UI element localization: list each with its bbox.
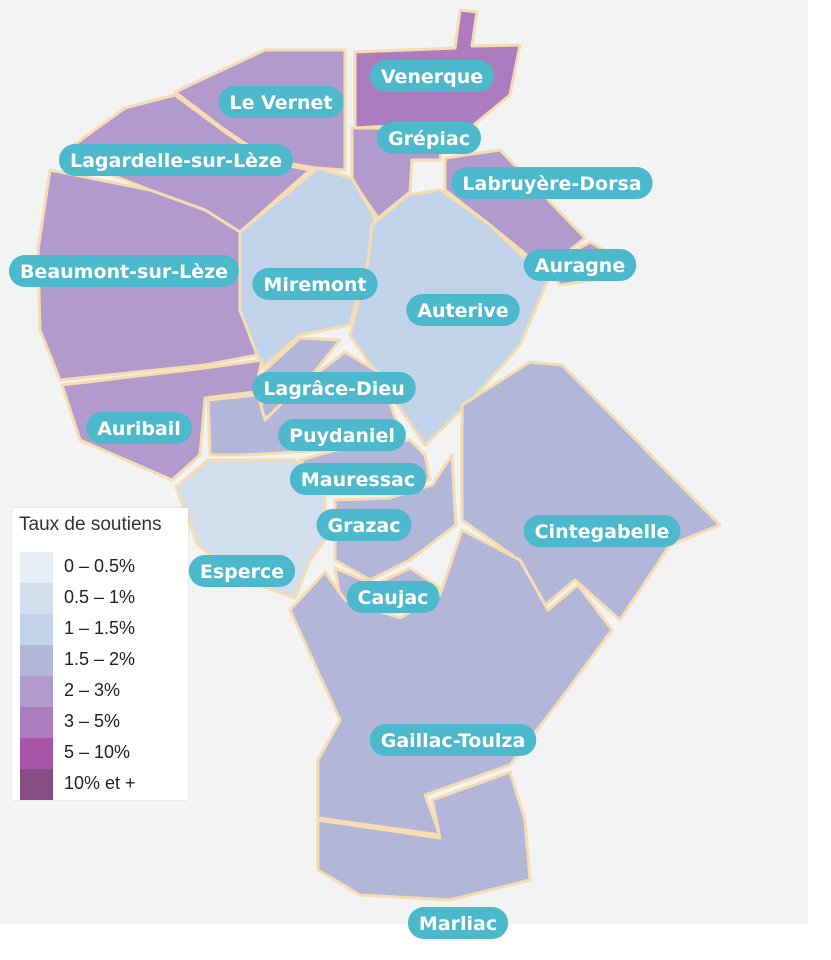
legend-title: Taux de soutiens <box>19 514 162 535</box>
commune-name: Beaumont-sur-Lèze <box>20 261 228 283</box>
commune-name: Miremont <box>263 274 366 296</box>
legend-swatch <box>20 614 53 645</box>
commune-label-venerque: Venerque <box>369 60 495 92</box>
commune-label-esperce: Esperce <box>188 555 296 587</box>
commune-name: Puydaniel <box>289 425 395 447</box>
legend-swatch <box>20 676 53 707</box>
commune-name: Cintegabelle <box>535 521 670 543</box>
commune-label-grepiac: Grépiac <box>376 122 482 154</box>
label-pill <box>8 255 240 287</box>
label-pill <box>369 60 495 92</box>
commune-label-auragne: Auragne <box>523 249 637 281</box>
legend-swatch <box>20 738 53 769</box>
legend-swatch <box>20 645 53 676</box>
legend-item: 3 – 5% <box>20 707 190 738</box>
legend-item: 2 – 3% <box>20 676 190 707</box>
label-pill <box>346 581 440 613</box>
legend-label: 3 – 5% <box>64 711 121 731</box>
commune-name: Lagrâce-Dieu <box>263 378 404 400</box>
commune-label-lagrace-dieu: Lagrâce-Dieu <box>252 372 416 404</box>
commune-name: Gaillac-Toulza <box>381 730 526 752</box>
commune-name: Lagardelle-sur-Lèze <box>70 150 282 172</box>
legend-swatch <box>20 583 53 614</box>
commune-label-mauressac: Mauressac <box>289 463 427 495</box>
label-pill <box>523 249 637 281</box>
commune-label-beaumont-sur-leze: Beaumont-sur-Lèze <box>8 255 240 287</box>
commune-name: Grépiac <box>388 128 470 150</box>
commune-label-caujac: Caujac <box>346 581 440 613</box>
legend-item: 0.5 – 1% <box>20 583 190 614</box>
label-pill <box>289 463 427 495</box>
legend-item: 0 – 0.5% <box>20 552 190 583</box>
legend-label: 1 – 1.5% <box>64 618 136 638</box>
commune-name: Labruyère-Dorsa <box>462 173 641 195</box>
commune-marliac[interactable] <box>316 770 532 902</box>
legend-label: 1.5 – 2% <box>64 649 136 669</box>
commune-label-auribail: Auribail <box>86 412 192 444</box>
label-pill <box>58 144 294 176</box>
legend-label: 5 – 10% <box>64 742 131 762</box>
label-pill <box>451 167 653 199</box>
commune-name: Mauressac <box>301 469 415 491</box>
commune-label-miremont: Miremont <box>252 268 378 300</box>
commune-label-puydaniel: Puydaniel <box>278 419 406 451</box>
commune-name: Auribail <box>97 418 181 440</box>
legend-item: 10% et + <box>20 769 190 800</box>
commune-name: Venerque <box>381 66 483 88</box>
commune-name: Auterive <box>417 300 508 322</box>
commune-name: Le Vernet <box>229 92 332 114</box>
label-pill <box>376 122 482 154</box>
label-pill <box>278 419 406 451</box>
legend-label: 0 – 0.5% <box>64 556 136 576</box>
commune-name: Auragne <box>535 255 625 277</box>
legend-item: 5 – 10% <box>20 738 190 769</box>
legend-swatch <box>20 769 53 800</box>
commune-labels: Venerque Le Vernet Grépiac Labruyère-Dorsa L… <box>8 60 681 939</box>
legend: Taux de soutiens 0 – 0.5% 0.5 – 1% 1 – 1.5… <box>12 508 188 800</box>
label-pill <box>188 555 296 587</box>
commune-label-marliac: Marliac <box>407 907 509 939</box>
label-pill <box>407 907 509 939</box>
commune-label-labruyere-dorsa: Labruyère-Dorsa <box>451 167 653 199</box>
legend-label: 10% et + <box>64 773 136 793</box>
label-pill <box>252 268 378 300</box>
commune-name: Marliac <box>419 913 497 935</box>
legend-item: 1.5 – 2% <box>20 645 190 676</box>
commune-label-grazac: Grazac <box>316 509 412 541</box>
label-pill <box>86 412 192 444</box>
commune-name: Grazac <box>328 515 401 537</box>
legend-item: 1 – 1.5% <box>20 614 190 645</box>
commune-label-cintegabelle: Cintegabelle <box>523 515 681 547</box>
commune-gaillac-toulza[interactable] <box>288 528 614 837</box>
legend-swatch <box>20 707 53 738</box>
commune-name: Esperce <box>200 561 284 583</box>
commune-label-lagardelle-sur-leze: Lagardelle-sur-Lèze <box>58 144 294 176</box>
commune-cintegabelle[interactable] <box>460 360 722 622</box>
label-pill <box>218 86 344 118</box>
commune-label-le-vernet: Le Vernet <box>218 86 344 118</box>
label-pill <box>316 509 412 541</box>
legend-label: 2 – 3% <box>64 680 121 700</box>
label-pill <box>406 294 520 326</box>
label-pill <box>523 515 681 547</box>
commune-label-gaillac-toulza: Gaillac-Toulza <box>369 724 537 756</box>
commune-label-auterive: Auterive <box>406 294 520 326</box>
legend-swatch <box>20 552 53 583</box>
legend-label: 0.5 – 1% <box>64 587 136 607</box>
commune-name: Caujac <box>358 587 429 609</box>
label-pill <box>252 372 416 404</box>
label-pill <box>369 724 537 756</box>
